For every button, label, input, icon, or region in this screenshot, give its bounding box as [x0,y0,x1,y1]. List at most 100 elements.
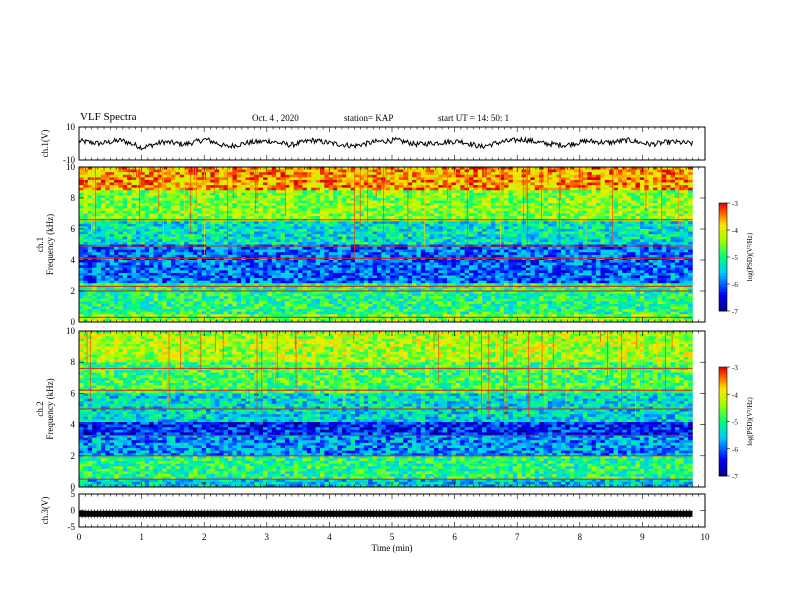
ch1-spectrogram-cell [254,172,259,176]
ch1-spectrogram-cell [267,241,273,245]
ch1-spectrogram-cell [368,283,373,287]
ch1-spectrogram-cell [118,182,124,186]
ch1-spectrogram-cell [109,247,115,250]
ch1-spectrogram-cell [175,213,181,217]
ch1-spectrogram-cell [267,260,273,263]
ch1-spectrogram-cell [162,272,167,276]
ch1-spectrogram-cell [192,283,198,287]
ch1-spectrogram-cell [127,314,132,318]
ch1-spectrogram-cell [162,247,167,250]
ch1-spectrogram-cell [131,311,137,315]
ch1-spectrogram-cell [289,231,295,235]
ch1-spectrogram-cell [350,319,356,323]
ch1-spectrogram-cell [214,283,220,287]
ch1-spectrogram-cell [324,239,330,243]
ch1-spectrogram-cell [302,221,308,225]
ch1-spectrogram-cell [83,239,89,243]
ch1-spectrogram-cell [328,226,334,230]
ch1-spectrogram-cell [227,316,233,320]
ch1-spectrogram-cell [284,172,290,176]
ch1-spectrogram-cell [179,306,185,310]
ch1-spectrogram-cell [394,195,400,199]
ch1-spectrogram-cell [206,223,211,227]
ch1-spectrogram-cell [114,203,119,207]
ch1-spectrogram-cell [293,291,299,294]
ch1-spectrogram-cell [394,231,400,235]
ch1-spectrogram-cell [87,309,93,312]
ch1-spectrogram-cell [206,260,211,263]
ch1-spectrogram-cell [289,283,295,287]
ch1-spectrogram-cell [333,306,338,310]
ch1-spectrogram-cell [346,288,351,292]
ch1-spectrogram-cell [201,254,207,258]
ch1-spectrogram-cell [188,234,194,238]
ch1-spectrogram-cell [227,247,233,250]
ch1-spectrogram-cell [337,234,343,238]
ch1-spectrogram-cell [127,185,132,188]
ch1-spectrogram-cell [114,288,119,292]
ch1-spectrogram-cell [153,223,159,227]
ch1-spectrogram-cell [324,249,330,253]
ch1-spectrogram-cell [100,291,106,294]
ch1-spectrogram-cell [390,252,395,256]
ch1-spectrogram-cell [166,241,172,245]
ch1-spectrogram-cell [425,203,430,207]
ch1-spectrogram-cell [122,252,128,256]
ch1-spectrogram-cell [223,272,229,276]
ch1-spectrogram-cell [355,195,360,199]
ch1-spectrogram-cell [227,182,233,186]
ch1-spectrogram-cell [114,221,119,225]
ch1-spectrogram-cell [149,283,154,287]
ch1-spectrogram-cell [87,234,93,238]
ch1-spectrogram-cell [153,275,159,279]
ch1-spectrogram-cell [293,205,299,209]
ch1-spectrogram-cell [420,179,426,183]
ch1-spectrogram-cell [188,260,194,263]
ch1-spectrogram-cell [206,236,211,240]
ch1-spectrogram-cell [241,167,246,170]
ch1-spectrogram-cell [206,226,211,230]
ch1-spectrogram-cell [403,223,408,227]
ch1-spectrogram-cell [175,306,181,310]
ch1-spectrogram-cell [140,236,146,240]
ch1-spectrogram-cell [79,303,84,307]
ch1-spectrogram-cell [276,231,281,235]
ch1-spectrogram-cell [341,177,347,181]
ch1-spectrogram-cell [341,309,347,312]
ch1-spectrogram-cell [214,306,220,310]
ch1-spectrogram-cell [350,200,356,204]
ch1-spectrogram-cell [276,252,281,256]
ch1-spectrogram-cell [140,249,146,253]
ch1-spectrogram-cell [236,252,242,256]
ch1-spectrogram-cell [271,288,277,292]
ch1-spectrogram-cell [306,275,312,279]
ch1-spectrogram-cell [100,252,106,256]
ch1-spectrogram-cell [407,190,413,194]
ch1-spectrogram-cell [140,187,146,191]
ch1-spectrogram-cell [333,267,338,271]
ch1-spectrogram-cell [258,174,264,178]
ch1-spectrogram-cell [157,210,163,214]
ch1-spectrogram-cell [420,311,426,315]
ch1-spectrogram-cell [324,311,330,315]
ch1-spectrogram-cell [258,229,264,232]
ch1-spectrogram-cell [135,311,141,315]
ch1-spectrogram-cell [385,267,391,271]
ch1-spectrogram-cell [381,254,387,258]
ch1-spectrogram-cell [381,249,387,253]
ch1-spectrogram-cell [241,195,246,199]
ch1-spectrogram-cell [420,210,426,214]
ch1-spectrogram-cell [184,283,189,287]
ch1-spectrogram-cell [245,265,251,269]
ch1-spectrogram-cell [315,226,321,230]
ch1-spectrogram-cell [122,167,128,170]
ch1-spectrogram-cell [258,226,264,230]
ch1-spectrogram-cell [83,252,89,256]
ch1-spectrogram-cell [284,190,290,194]
ch1-spectrogram-cell [355,187,360,191]
ch1-spectrogram-cell [350,272,356,276]
ch1-spectrogram-cell [206,267,211,271]
ch1-spectrogram-cell [355,205,360,209]
ch1-spectrogram-cell [359,179,365,183]
ch1-spectrogram-cell [271,179,277,183]
